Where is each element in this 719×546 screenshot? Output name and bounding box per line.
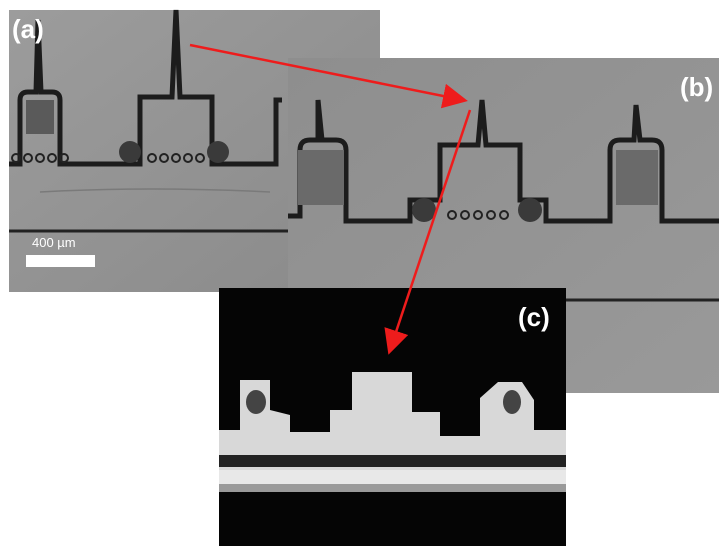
lower-channel [219,470,566,484]
trap-bubble [518,198,542,222]
figure: 400 µm (a) (b) (c) [0,0,719,546]
trap-bubble [119,141,141,163]
panel-c: (c) [219,288,566,546]
trapped-cells [26,100,54,134]
edge [219,484,566,492]
scale-bar-label: 400 µm [32,235,76,250]
trapped-cells [298,150,344,205]
trap-bubble [412,198,436,222]
panel-label: (c) [518,302,550,332]
panel-label: (b) [680,72,713,102]
trap-core [246,390,266,414]
page: {"panels": [{"label": "(a)"}, {"label": … [0,0,719,546]
trap-core [503,390,521,414]
panel-label: (a) [12,14,44,44]
dark-band [219,455,566,467]
trapped-cells [616,150,658,205]
scale-bar [26,255,95,267]
trap-bubble [207,141,229,163]
